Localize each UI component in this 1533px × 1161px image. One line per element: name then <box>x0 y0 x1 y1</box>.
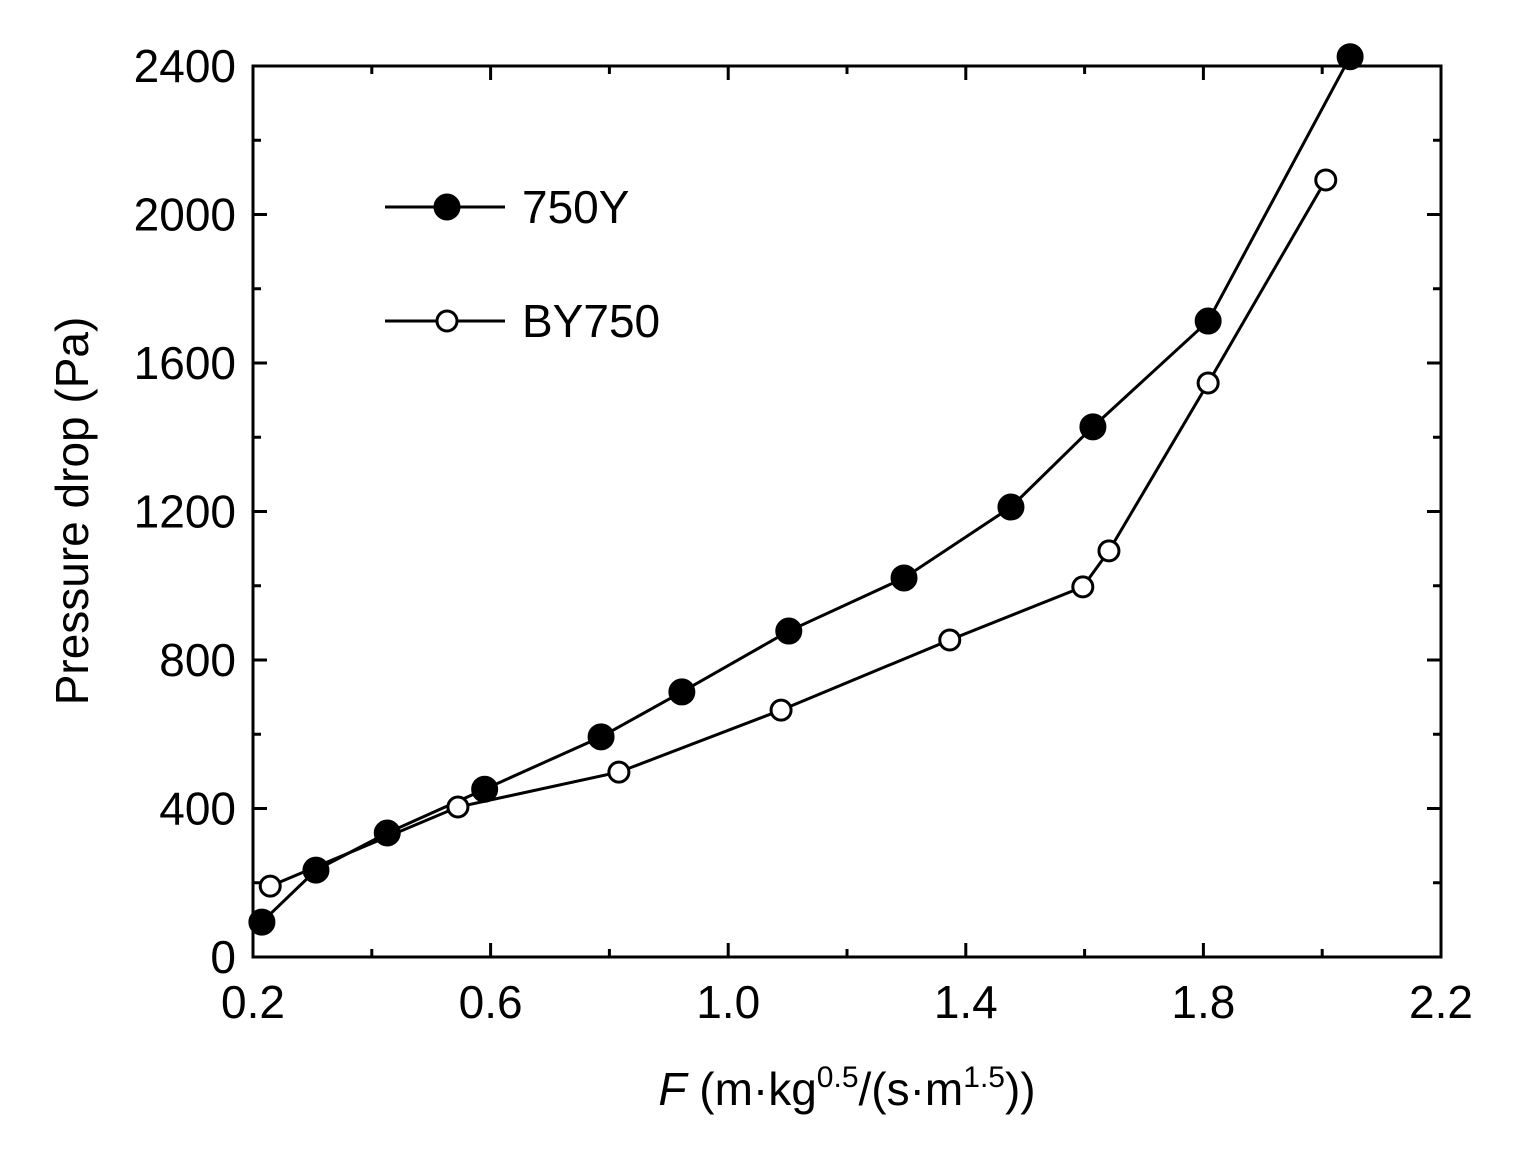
data-point-750y <box>775 617 803 645</box>
x-tick-label: 1.4 <box>934 976 998 1028</box>
x-tick-label: 0.2 <box>221 976 285 1028</box>
data-point-by750 <box>769 698 793 722</box>
x-axis-label: F (m·kg0.5/(s·m1.5)) <box>658 1061 1035 1115</box>
data-point-by750 <box>258 874 282 898</box>
data-point-750y <box>1079 413 1107 441</box>
data-point-750y <box>248 908 276 936</box>
series-layer <box>248 43 1364 936</box>
data-point-750y <box>1336 43 1364 71</box>
data-point-by750 <box>1071 575 1095 599</box>
data-point-by750 <box>938 628 962 652</box>
y-tick-label: 800 <box>159 634 236 686</box>
y-tick-label: 400 <box>159 783 236 835</box>
data-point-by750 <box>607 760 631 784</box>
legend-marker-750y <box>433 193 461 221</box>
series-line-750y <box>260 56 1352 924</box>
data-point-750y <box>890 564 918 592</box>
data-point-by750 <box>1097 539 1121 563</box>
data-point-750y <box>997 493 1025 521</box>
legend-label-750y: 750Y <box>522 181 629 233</box>
plot-frame <box>251 64 1443 959</box>
legend-marker-by750 <box>435 309 459 333</box>
data-point-750y <box>1194 307 1222 335</box>
x-tick-label: 1.0 <box>696 976 760 1028</box>
series-line-by750 <box>269 179 1328 888</box>
x-tick-label: 1.8 <box>1171 976 1235 1028</box>
data-point-750y <box>471 775 499 803</box>
data-point-by750 <box>446 795 470 819</box>
legend: 750Y BY750 <box>385 181 660 347</box>
y-tick-label: 2400 <box>134 40 236 92</box>
axis-ticks <box>251 64 1443 959</box>
tick-labels: 0.2 0.6 1.0 1.4 1.8 2.2 0 400 800 1200 1600 2000 240… <box>134 40 1473 1028</box>
y-tick-label: 0 <box>210 931 236 983</box>
data-point-750y <box>668 678 696 706</box>
y-tick-label: 1600 <box>134 337 236 389</box>
y-tick-label: 2000 <box>134 189 236 241</box>
x-tick-label: 2.2 <box>1409 976 1473 1028</box>
legend-label-by750: BY750 <box>522 295 660 347</box>
data-point-by750 <box>1314 168 1338 192</box>
x-tick-label: 0.6 <box>459 976 523 1028</box>
y-tick-label: 1200 <box>134 486 236 538</box>
data-point-750y <box>587 723 615 751</box>
y-axis-label: Pressure drop (Pa) <box>46 317 98 706</box>
data-point-by750 <box>1196 371 1220 395</box>
